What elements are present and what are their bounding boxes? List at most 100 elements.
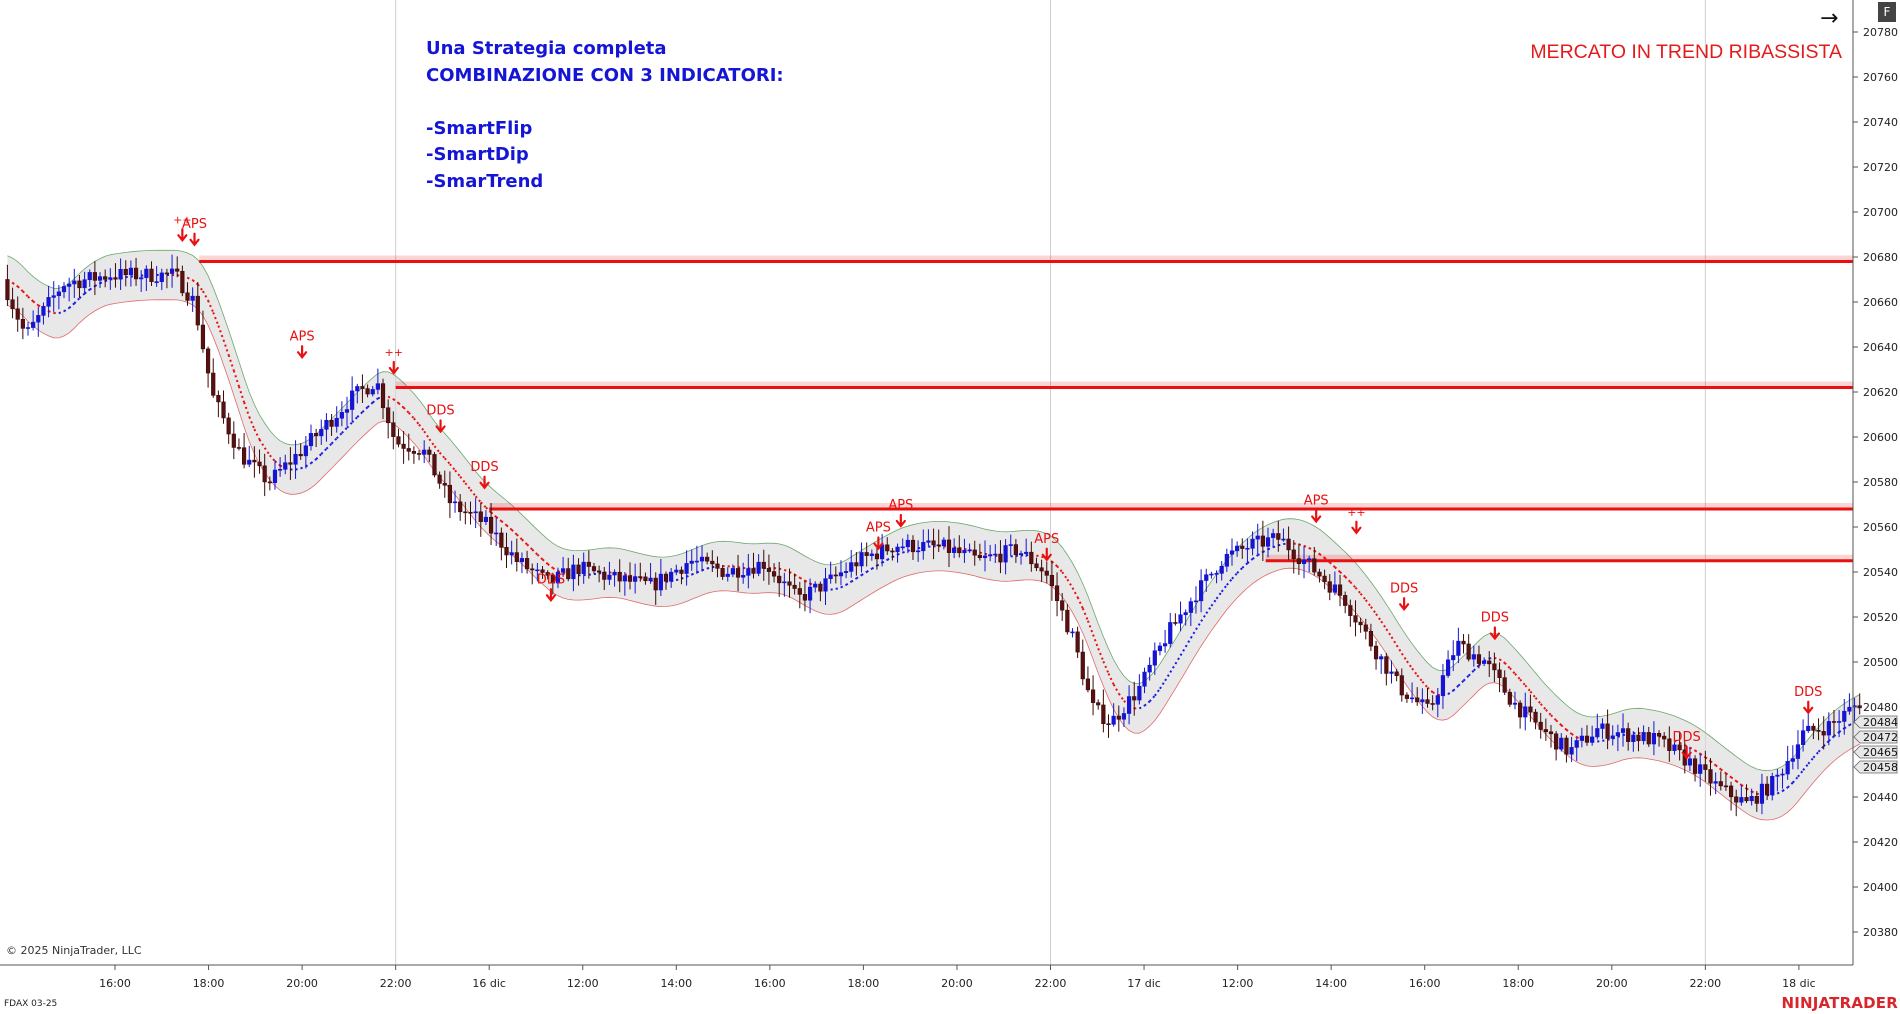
candle-body (416, 453, 422, 455)
trend-dot-line (1298, 543, 1305, 547)
candle-body (1775, 774, 1780, 777)
trend-dot-line (1076, 596, 1084, 609)
trend-dot-line (68, 302, 75, 309)
candle-body (1626, 728, 1631, 742)
trend-dot-line (1184, 637, 1192, 648)
candle-body (1235, 545, 1240, 552)
trend-dot-line (516, 533, 523, 541)
candle-body (452, 501, 458, 504)
trend-dot-line (1489, 656, 1495, 660)
candle-body (1085, 678, 1091, 691)
signal-label: ++ (1347, 506, 1365, 519)
trend-dot-line (706, 566, 713, 570)
candle-body (1307, 558, 1312, 561)
trend-dot-line (1807, 757, 1815, 765)
candle-body (1420, 699, 1425, 703)
trend-dot-line (552, 567, 559, 572)
candle-body (1368, 630, 1374, 647)
candle-body (514, 552, 519, 562)
candle-body (1837, 721, 1842, 723)
candle-body (82, 279, 87, 289)
candle-body (972, 549, 977, 556)
trend-dot-line (1385, 628, 1393, 638)
trend-dot-line (1509, 667, 1516, 675)
y-tick-label: 20540 (1863, 566, 1898, 579)
candle-body (1440, 675, 1446, 696)
x-tick-label: 16:00 (1409, 977, 1441, 990)
candle-body (1178, 614, 1183, 624)
trend-dot-line (562, 572, 569, 576)
candle-body (859, 552, 864, 567)
candle-body (545, 572, 550, 576)
candle-body (46, 297, 51, 307)
candle-body (833, 574, 838, 577)
price-marker-label: 20458 (1863, 761, 1898, 774)
candle-body (1554, 733, 1559, 750)
x-tick-label: 12:00 (1222, 977, 1254, 990)
candle-body (1466, 643, 1471, 660)
trend-dot-line (1828, 735, 1835, 742)
y-tick-label: 20500 (1863, 656, 1898, 669)
candle-body (638, 576, 643, 578)
trend-dot-line (1400, 652, 1408, 662)
trend-dot-line (1318, 553, 1326, 559)
trend-dot-line (1226, 578, 1233, 586)
candles (5, 254, 1862, 817)
trend-dot-line (598, 571, 605, 575)
candle-body (993, 553, 998, 556)
instrument-label: FDAX 03-25 (4, 999, 58, 1009)
candle-body (1188, 601, 1193, 613)
x-tick-label: 18 dic (1782, 977, 1816, 990)
trend-dot-line (413, 417, 420, 426)
candle-body (1404, 694, 1410, 699)
candle-body (1790, 758, 1795, 762)
y-tick-label: 20720 (1863, 161, 1898, 174)
candle-body (1090, 689, 1096, 703)
trend-dot-line (1498, 658, 1506, 664)
trend-dot-line (1432, 691, 1439, 696)
candle-body (524, 558, 530, 570)
trend-dot-line (335, 432, 343, 440)
candle-body (1142, 671, 1147, 687)
candle-body (936, 544, 941, 547)
trend-dot-line (480, 501, 487, 509)
chart-f-button[interactable]: F (1878, 2, 1896, 22)
arrow-down-icon (177, 228, 188, 243)
candle-body (1353, 615, 1358, 623)
trend-dot-line (495, 516, 502, 522)
trend-dot-line (1704, 756, 1712, 763)
y-tick-label: 20780 (1863, 26, 1898, 39)
candle-body (123, 268, 128, 276)
candle-body (1651, 733, 1656, 745)
trend-dot-line (1278, 543, 1284, 547)
candle-body (828, 574, 833, 579)
candle-body (658, 573, 663, 591)
candle-body (746, 568, 751, 576)
candle-body (931, 540, 936, 546)
trend-dot-line (258, 439, 266, 449)
candle-body (1636, 734, 1641, 742)
candle-body (1806, 725, 1811, 731)
trend-dot-line (1117, 692, 1125, 702)
candle-body (1610, 735, 1615, 739)
trend-dot-line (356, 411, 364, 418)
trend-dot-line (1339, 571, 1346, 578)
y-tick-label: 20480 (1863, 701, 1898, 714)
candle-body (843, 571, 849, 573)
candle-body (1780, 773, 1785, 776)
candle-body (149, 268, 154, 282)
candle-body (1770, 776, 1775, 796)
trend-dot-line (541, 558, 549, 565)
candle-body (694, 560, 699, 563)
candle-body (854, 562, 859, 567)
candle-body (1312, 558, 1317, 573)
trend-dot-line (855, 574, 863, 580)
trend-dot-line (27, 295, 34, 303)
y-tick-label: 20380 (1863, 926, 1898, 939)
candle-body (519, 558, 525, 562)
candle-body (1502, 677, 1507, 693)
x-tick-label: 18:00 (193, 977, 225, 990)
arrow-right-icon[interactable]: → (1820, 6, 1839, 31)
trend-dot-line (691, 571, 698, 576)
